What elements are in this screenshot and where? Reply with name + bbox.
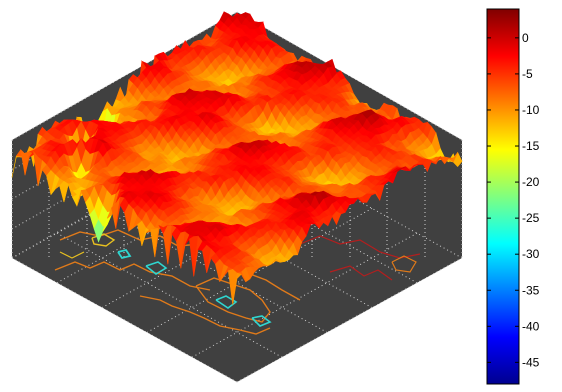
contour-line — [59, 251, 85, 259]
contour-line — [391, 255, 417, 273]
colorbar-tick-label: -25 — [522, 211, 540, 225]
contour-line — [215, 295, 238, 309]
contour-line — [117, 248, 132, 260]
colorbar-tick-label: 0 — [522, 31, 529, 45]
contour-line — [251, 315, 272, 327]
colorbar-tick-label: -10 — [522, 103, 540, 117]
surface-patch — [232, 272, 242, 305]
colorbar-tick-label: -20 — [522, 175, 540, 189]
surface — [11, 11, 463, 305]
colorbar-tick-label: -30 — [522, 247, 540, 261]
colorbar-tick-label: -35 — [522, 283, 540, 297]
floor-contours — [54, 229, 421, 335]
colorbar-tick-label: -15 — [522, 139, 540, 153]
contour-line — [54, 261, 211, 291]
contour-line — [91, 233, 116, 247]
colorbar — [486, 8, 520, 385]
contour-line — [329, 265, 393, 281]
contour-line — [145, 261, 168, 275]
contour-line — [195, 277, 271, 323]
colorbar-tick-label: -40 — [522, 319, 540, 333]
colorbar-ticks: 0 -5 -10 -15 -20 -25 -30 -35 -40 -45 — [487, 31, 540, 369]
colorbar-tick-label: -45 — [522, 355, 540, 369]
contour-line — [139, 295, 271, 335]
colorbar-tick-label: -5 — [522, 67, 533, 81]
